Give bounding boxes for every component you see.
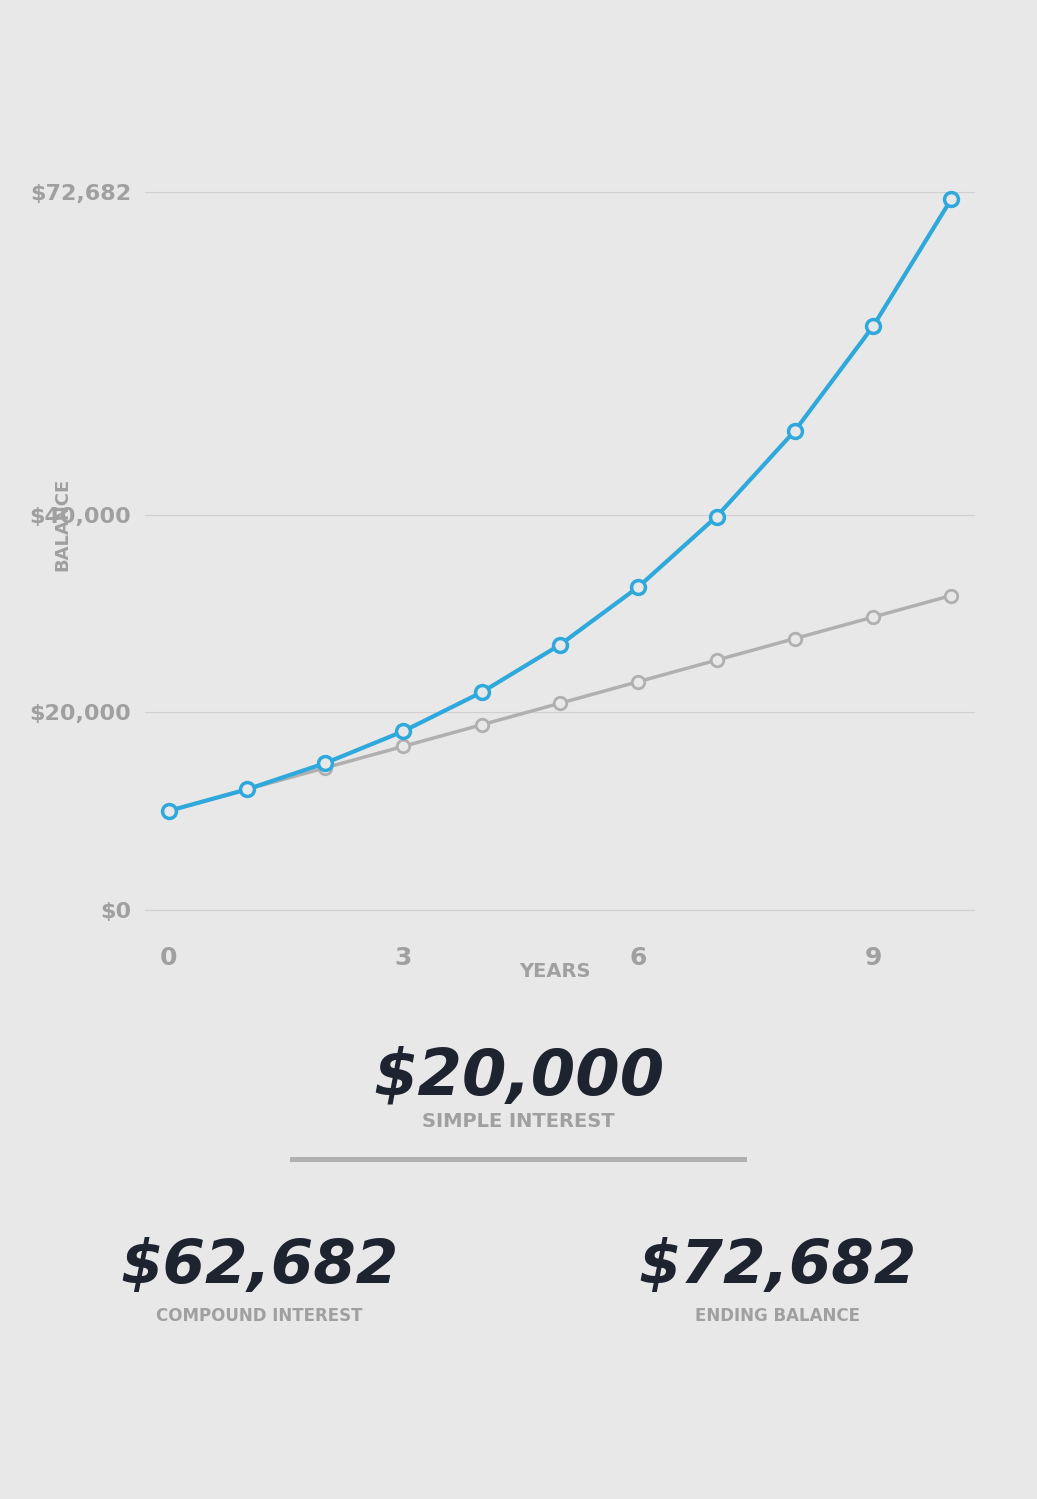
Text: $72,682: $72,682 <box>639 1237 917 1297</box>
Text: SIMPLE INTEREST: SIMPLE INTEREST <box>422 1112 615 1130</box>
Text: $20,000: $20,000 <box>373 1045 664 1108</box>
Text: COMPOUND INTEREST: COMPOUND INTEREST <box>156 1307 363 1325</box>
Text: ENDING BALANCE: ENDING BALANCE <box>695 1307 861 1325</box>
Text: $62,682: $62,682 <box>120 1237 398 1297</box>
Text: BALANCE: BALANCE <box>53 478 72 571</box>
Text: YEARS: YEARS <box>520 962 590 980</box>
